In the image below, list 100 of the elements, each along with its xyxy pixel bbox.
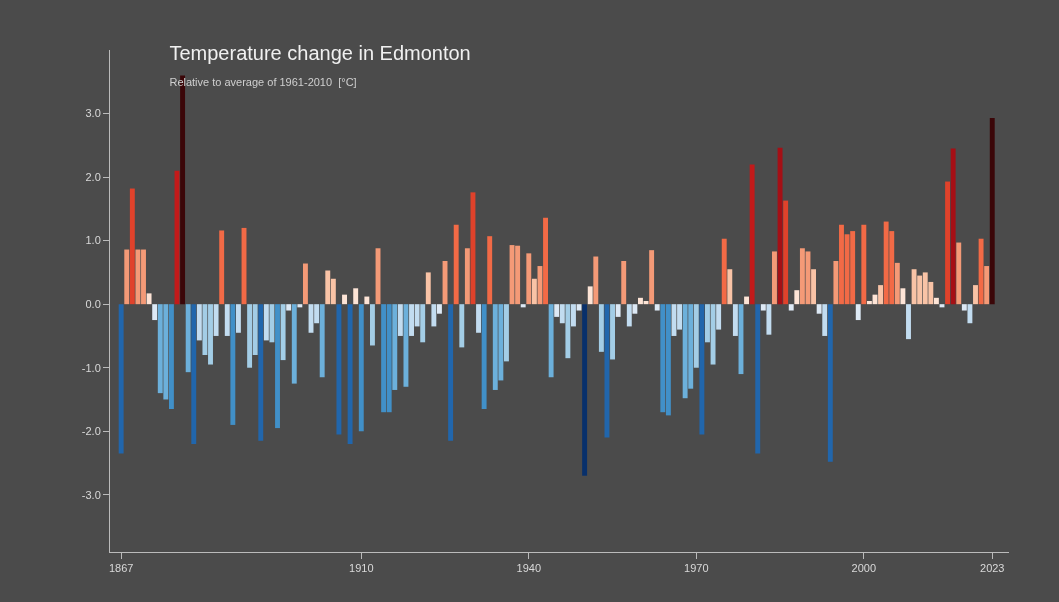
bar <box>280 304 286 361</box>
bar <box>358 304 364 432</box>
bar <box>794 290 800 305</box>
y-tick-label: 1.0 <box>85 234 101 247</box>
bar <box>470 192 476 305</box>
bar <box>615 304 621 317</box>
bar <box>878 285 884 305</box>
bar <box>783 200 789 305</box>
bar <box>766 304 772 335</box>
bar <box>772 251 777 305</box>
bar <box>487 236 493 305</box>
bar <box>744 296 750 305</box>
y-tick-label: -2.0 <box>81 425 101 438</box>
bar <box>152 304 158 321</box>
y-tick-label: 2.0 <box>85 170 101 183</box>
bar <box>967 304 973 324</box>
x-tick-label: 1867 <box>108 562 134 575</box>
bar <box>978 238 984 305</box>
bar <box>146 293 152 305</box>
bar <box>129 188 135 305</box>
bar <box>716 304 722 330</box>
x-tick-label: 1910 <box>349 562 374 575</box>
bar <box>961 304 967 311</box>
bar <box>822 304 828 336</box>
bar <box>459 304 465 348</box>
bar <box>476 304 481 333</box>
y-tick-label: -1.0 <box>81 361 101 374</box>
bar <box>855 304 861 321</box>
bar <box>275 304 280 429</box>
bar <box>481 304 487 410</box>
bar <box>168 304 174 410</box>
bar <box>956 242 962 305</box>
bar <box>576 304 582 311</box>
x-tick-label: 2000 <box>851 562 877 575</box>
bar <box>894 262 900 305</box>
bar <box>816 304 822 314</box>
bar <box>571 304 576 327</box>
y-tick-label: 3.0 <box>85 107 101 120</box>
bar <box>593 256 599 305</box>
y-tick-label: 0.0 <box>85 298 101 311</box>
bar <box>397 304 403 336</box>
bar <box>353 288 359 305</box>
bar <box>464 248 470 305</box>
bar <box>727 269 733 305</box>
text: Relative to average of 1961-2010 [°C] <box>169 76 357 89</box>
bar <box>230 304 236 425</box>
bar <box>626 304 632 327</box>
bar <box>587 286 593 305</box>
bar <box>760 304 766 311</box>
bar <box>235 304 241 333</box>
bar <box>302 263 308 305</box>
bar <box>336 304 342 435</box>
bar <box>649 250 655 305</box>
bar <box>811 269 817 305</box>
bar <box>319 304 325 378</box>
bar <box>392 304 398 390</box>
bar <box>755 304 761 454</box>
bar <box>950 148 956 305</box>
bar <box>777 147 783 305</box>
bar <box>224 304 230 336</box>
bar <box>559 304 565 324</box>
bar <box>191 304 197 444</box>
bar <box>118 304 124 454</box>
bar <box>632 304 638 314</box>
bar <box>526 253 532 305</box>
bar <box>219 230 225 305</box>
bar <box>973 285 978 305</box>
x-tick-label: 2023 <box>980 562 1005 575</box>
bar <box>420 304 426 343</box>
bar <box>286 304 292 311</box>
bar <box>297 304 303 308</box>
bar <box>431 304 437 327</box>
x-tick-label: 1970 <box>684 562 709 575</box>
bar <box>453 224 459 305</box>
bar <box>213 304 219 336</box>
bar <box>906 304 911 340</box>
bar <box>403 304 409 387</box>
chart-title: Temperature change in Edmonton <box>169 42 471 65</box>
bar <box>196 304 202 341</box>
bar <box>554 304 560 317</box>
bar <box>342 294 347 305</box>
bar <box>788 304 794 311</box>
bar <box>598 304 604 352</box>
bar <box>258 304 264 441</box>
bar <box>693 304 699 368</box>
bar <box>291 304 297 384</box>
bar <box>900 288 906 305</box>
bar <box>448 304 454 441</box>
bar <box>610 304 615 360</box>
bar <box>732 304 738 336</box>
bar <box>945 181 951 305</box>
bar <box>269 304 275 343</box>
bar <box>263 304 269 341</box>
bar <box>699 304 705 435</box>
bar <box>827 304 833 462</box>
bar <box>621 260 627 305</box>
bar <box>721 238 727 305</box>
bar <box>654 304 660 311</box>
bar <box>833 260 839 305</box>
bar <box>520 304 526 308</box>
